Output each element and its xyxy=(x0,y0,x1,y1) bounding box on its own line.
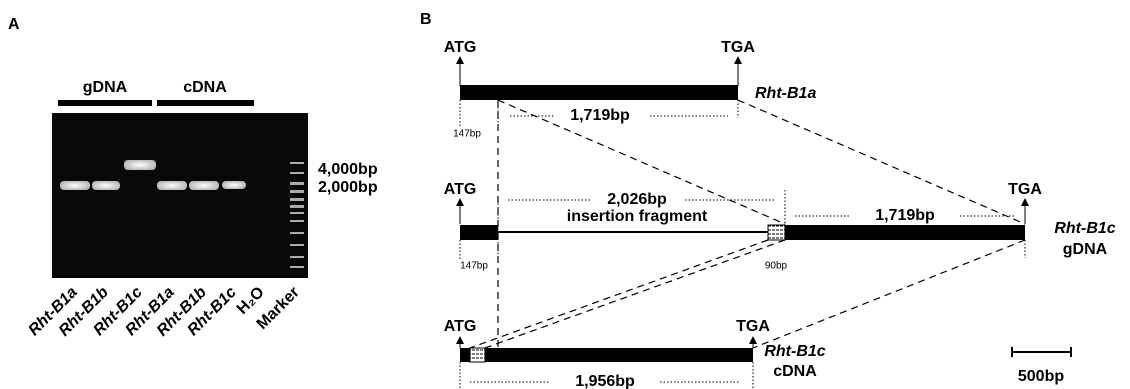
start-codon: ATG xyxy=(444,181,477,198)
offset-label: 147bp xyxy=(460,261,488,272)
gene-name: Rht-B1c xyxy=(1054,220,1115,237)
gel xyxy=(52,113,308,278)
panel-label: B xyxy=(420,11,432,28)
stop-codon: TGA xyxy=(1008,181,1042,198)
offset-label: 147bp xyxy=(453,129,481,140)
panel-b: B ATG TGA Rht-B1a 1,719bp 147bp ATG TGA … xyxy=(420,11,1116,389)
connector xyxy=(738,100,1025,224)
figure: A gDNA cDNA 4,000bp 2,000bp Rht-B1a Rht-B… xyxy=(0,0,1130,389)
marker-label: 4,000bp xyxy=(318,161,378,178)
connector xyxy=(753,240,1025,348)
group-bar xyxy=(58,100,152,106)
gene-bar xyxy=(785,225,1025,240)
gene-name: Rht-B1a xyxy=(755,85,816,102)
stop-codon: TGA xyxy=(736,318,770,335)
group-bar xyxy=(157,100,254,106)
group-label: gDNA xyxy=(83,79,128,96)
start-codon: ATG xyxy=(444,318,477,335)
scale-label: 500bp xyxy=(1018,368,1064,385)
gene-kind: cDNA xyxy=(773,363,817,380)
panel-a: A gDNA cDNA 4,000bp 2,000bp Rht-B1aRht-B… xyxy=(8,16,378,340)
gene-bar xyxy=(460,85,738,100)
panel-label: A xyxy=(8,16,20,33)
junction-box xyxy=(470,348,485,362)
length-label: 1,719bp xyxy=(875,207,935,224)
gene-bar xyxy=(460,225,498,240)
marker-label: 2,000bp xyxy=(318,179,378,196)
length-label: 1,719bp xyxy=(570,107,630,124)
connector xyxy=(470,240,768,348)
gene-name: Rht-B1c xyxy=(764,343,825,360)
gene-bar xyxy=(460,348,753,362)
start-codon: ATG xyxy=(444,39,477,56)
junction-label: 90bp xyxy=(765,261,788,272)
insertion-length: 2,026bp xyxy=(607,191,667,208)
gene-kind: gDNA xyxy=(1063,241,1108,258)
length-label: 1,956bp xyxy=(575,373,635,389)
stop-codon: TGA xyxy=(721,39,755,56)
insertion-label: insertion fragment xyxy=(567,208,708,225)
junction-box xyxy=(768,225,785,240)
group-label: cDNA xyxy=(183,79,227,96)
